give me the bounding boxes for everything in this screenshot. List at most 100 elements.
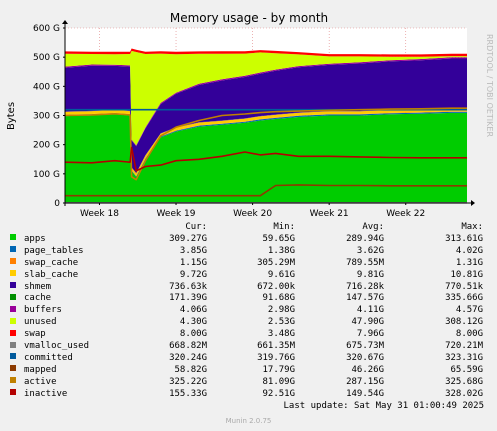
line-active [64, 107, 467, 181]
legend-swatch [10, 365, 16, 372]
legend-min: 92.51G [262, 388, 295, 399]
header-min: Min: [273, 222, 295, 232]
legend-table: Cur: Min: Avg: Max: apps 309.27G 59.65G 289… [10, 222, 483, 401]
legend-min: 1.38G [267, 245, 295, 256]
legend-row: committed 320.24G 319.76G 320.67G 323.31G [10, 353, 483, 365]
legend-name: cache [24, 293, 52, 304]
legend-name: inactive [24, 388, 68, 399]
x-tick-label: Week 20 [233, 209, 272, 219]
legend-max: 323.31G [445, 352, 483, 363]
legend-cur: 171.39G [169, 293, 207, 304]
y-tick-label: 0 [54, 199, 60, 209]
legend-cur: 320.24G [169, 352, 207, 363]
legend-cur: 4.06G [179, 305, 207, 316]
legend-label-cell: unused [10, 317, 110, 329]
legend-swatch [10, 293, 16, 300]
legend-row: apps 309.27G 59.65G 289.94G 313.61G [10, 234, 483, 246]
legend-cur: 668.82M [169, 341, 207, 352]
x-tick-label: Week 19 [157, 209, 196, 219]
legend-swatch [10, 270, 16, 277]
legend-label-cell: swap [10, 329, 110, 341]
legend-cur: 3.85G [179, 245, 207, 256]
legend-label-cell: slab_cache [10, 270, 110, 282]
legend-min: 305.29M [257, 257, 295, 268]
legend-row: inactive 155.33G 92.51G 149.54G 328.02G [10, 389, 483, 401]
y-axis-label: Bytes [6, 102, 17, 130]
legend-min: 319.76G [257, 352, 295, 363]
legend-cur: 8.00G [179, 329, 207, 340]
x-tick-label: Week 21 [310, 209, 349, 219]
legend-min: 59.65G [262, 233, 295, 244]
legend-label-cell: apps [10, 234, 110, 246]
rrdtool-credit: RRDTOOL / TOBI OETIKER [485, 34, 494, 137]
line-inactive [64, 146, 467, 172]
legend-avg: 4.11G [356, 305, 384, 316]
legend-row: slab_cache 9.72G 9.61G 9.81G 10.81G [10, 270, 483, 282]
legend-label-cell: shmem [10, 282, 110, 294]
legend-cur: 9.72G [179, 269, 207, 280]
legend-avg: 675.73M [346, 341, 384, 352]
legend-avg: 789.55M [346, 257, 384, 268]
legend-min: 17.79G [262, 364, 295, 375]
legend-cur: 736.63k [169, 281, 207, 292]
legend-label-cell: mapped [10, 365, 110, 377]
legend-avg: 716.28k [346, 281, 384, 292]
legend-label-cell: swap_cache [10, 258, 110, 270]
legend-max: 4.02G [455, 245, 483, 256]
legend-label-cell: cache [10, 293, 110, 305]
legend-rows: apps 309.27G 59.65G 289.94G 313.61G page_tabl… [10, 234, 483, 401]
legend-name: active [24, 376, 57, 387]
legend-row: swap_cache 1.15G 305.29M 789.55M 1.31G [10, 258, 483, 270]
legend-label-cell: page_tables [10, 246, 110, 258]
legend-min: 91.68G [262, 293, 295, 304]
legend-avg: 287.15G [346, 376, 384, 387]
legend-avg: 3.62G [356, 245, 384, 256]
legend-row: mapped 58.82G 17.79G 46.26G 65.59G [10, 365, 483, 377]
legend-avg: 149.54G [346, 388, 384, 399]
x-tick-label: Week 22 [386, 209, 425, 219]
legend-name: vmalloc_used [24, 341, 90, 352]
line-mapped [65, 184, 467, 197]
legend-name: shmem [24, 281, 52, 292]
y-tick-label: 300 G [33, 112, 60, 122]
legend-row: active 325.22G 81.09G 287.15G 325.68G [10, 377, 483, 389]
legend-avg: 7.96G [356, 329, 384, 340]
legend-name: page_tables [24, 245, 84, 256]
legend-avg: 147.57G [346, 293, 384, 304]
legend-cur: 58.82G [174, 364, 207, 375]
legend-header-row: Cur: Min: Avg: Max: [10, 222, 483, 234]
legend-label-cell: vmalloc_used [10, 341, 110, 353]
y-tick-label: 600 G [33, 24, 60, 34]
legend-label-cell: inactive [10, 389, 110, 401]
legend-cur: 325.22G [169, 376, 207, 387]
legend-avg: 320.67G [346, 352, 384, 363]
legend-cur: 309.27G [169, 233, 207, 244]
legend-avg: 47.90G [351, 317, 384, 328]
x-tick-labels: Week 18 Week 19 Week 20 Week 21 Week 22 [80, 203, 425, 219]
legend-name: mapped [24, 364, 57, 375]
legend-name: slab_cache [24, 269, 79, 280]
legend-swatch [10, 234, 16, 241]
header-cur: Cur: [185, 222, 207, 232]
x-tick-label: Week 18 [80, 209, 119, 219]
legend-row: page_tables 3.85G 1.38G 3.62G 4.02G [10, 246, 483, 258]
legend-name: swap_cache [24, 257, 79, 268]
legend-max: 1.31G [455, 257, 483, 268]
legend-swatch [10, 389, 16, 396]
memory-chart: Memory usage - by month Bytes RRDTOOL / … [6, 11, 494, 219]
chart-title: Memory usage - by month [170, 11, 328, 25]
header-avg: Avg: [362, 222, 384, 232]
legend-swatch [10, 377, 16, 384]
legend-name: committed [24, 352, 73, 363]
legend-row: buffers 4.06G 2.98G 4.11G 4.57G [10, 305, 483, 317]
legend-min: 661.35M [257, 341, 295, 352]
legend-min: 2.98G [267, 305, 295, 316]
legend-swatch [10, 282, 16, 289]
legend-swatch [10, 258, 16, 265]
legend-max: 328.02G [445, 388, 483, 399]
legend-cur: 1.15G [179, 257, 207, 268]
legend-max: 313.61G [445, 233, 483, 244]
y-axis-arrow [62, 20, 68, 24]
legend-label-cell: buffers [10, 305, 110, 317]
area-unused [65, 50, 467, 146]
